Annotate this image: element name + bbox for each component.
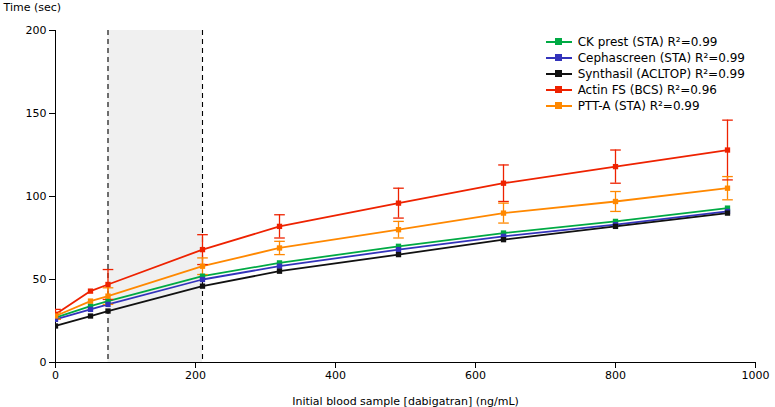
html-text:Synthasil (ACLTOP) R²=0.99: Synthasil (ACLTOP) R²=0.99 bbox=[577, 67, 745, 81]
svg-text:0: 0 bbox=[52, 369, 59, 382]
svg-text:Time (sec): Time (sec) bbox=[3, 1, 62, 14]
html-text:CK prest (STA) R²=0.99: CK prest (STA) R²=0.99 bbox=[577, 35, 718, 49]
svg-text:200: 200 bbox=[185, 369, 206, 382]
svg-text:100: 100 bbox=[26, 190, 47, 203]
html-text:PTT-A (STA) R²=0.99: PTT-A (STA) R²=0.99 bbox=[577, 99, 700, 113]
svg-text:50: 50 bbox=[33, 273, 47, 286]
svg-text:800: 800 bbox=[605, 369, 626, 382]
svg-text:Initial blood sample [dabigatr: Initial blood sample [dabigatran] (ng/mL… bbox=[292, 395, 519, 407]
svg-text:600: 600 bbox=[465, 369, 486, 382]
svg-text:200: 200 bbox=[26, 24, 47, 37]
svg-text:400: 400 bbox=[325, 369, 346, 382]
svg-text:150: 150 bbox=[26, 107, 47, 120]
html-text:Actin FS (BCS) R²=0.96: Actin FS (BCS) R²=0.96 bbox=[577, 83, 717, 97]
svg-text:1000: 1000 bbox=[742, 369, 770, 382]
html-text:Cephascreen (STA) R²=0.99: Cephascreen (STA) R²=0.99 bbox=[577, 51, 745, 65]
svg-text:0: 0 bbox=[40, 356, 47, 369]
